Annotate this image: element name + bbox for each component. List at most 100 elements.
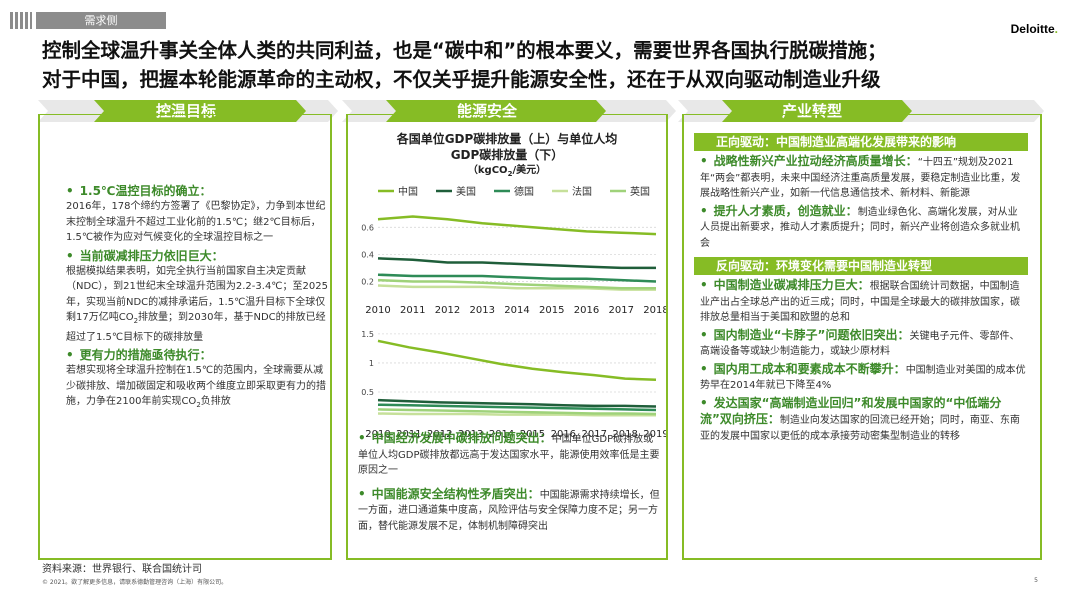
x-tick-label: 2016: [574, 305, 599, 316]
section-title-industry: 产业转型: [781, 102, 842, 120]
bullet-icon: •: [700, 278, 708, 292]
item-head: 提升人才素质，创造就业：: [713, 203, 858, 218]
footer-copyright: © 2021。欲了解更多信息，请联系德勤管理咨询（上海）有限公司。: [42, 579, 228, 586]
bullet-icon: •: [66, 248, 74, 263]
page-number: 5: [1034, 577, 1038, 584]
series-line-英国: [377, 278, 656, 290]
item-text: 中国制造业对美国的成本优势早在2014年就已下降至4%: [700, 364, 1026, 392]
bullet-icon: •: [700, 361, 708, 376]
panel-industry-transformation: 正向驱动：中国制造业高端化发展带来的影响 • 战略性新兴产业拉动经济高质量增长：“…: [682, 114, 1042, 560]
bullet-icon: •: [66, 184, 74, 198]
section-title-energy: 能源安全: [456, 102, 517, 120]
x-tick-label: 2018: [612, 429, 637, 440]
item-head: 更有力的措施亟待执行：: [79, 348, 212, 362]
list-item: • 当前碳减排压力依旧巨大： 根据模拟结果表明，如完全执行当前国家自主决定贡献（N…: [66, 248, 330, 346]
y-tick-label: 0.4: [361, 250, 374, 259]
x-tick-label: 2017: [581, 429, 606, 440]
item-text: 中国单位GDP碳排放或单位人均GDP碳排放都远高于发达国家水平，能源使用效率低是…: [358, 434, 660, 476]
temperature-list: • 1.5℃温控目标的确立： 2016年，178个缔约方签署了《巴黎协定》，力争到…: [66, 183, 330, 414]
y-tick-label: 0.2: [361, 277, 374, 286]
headline-line1: 控制全球温升事关全体人类的共同利益，也是“碳中和”的根本要义，需要世界各国执行脱…: [42, 39, 887, 62]
item-text-a: 若想实现将全球温升控制在1.5℃的范围内，全球需要从减少碳排放、增加碳固定和吸收…: [66, 365, 326, 407]
x-tick-label: 2014: [504, 305, 529, 316]
item-head: 战略性新兴产业拉动经济高质量增长：: [713, 154, 918, 168]
series-line-美国: [377, 398, 657, 408]
bullet-icon: •: [700, 395, 708, 410]
x-tick-label: 2012: [427, 429, 452, 440]
x-tick-label: 2015: [520, 429, 545, 440]
subscript: 2: [133, 317, 139, 325]
bullet-icon: •: [66, 348, 74, 362]
industry-content: 正向驱动：中国制造业高端化发展带来的影响 • 战略性新兴产业拉动经济高质量增长：“…: [694, 133, 1028, 444]
y-tick-label: 1: [369, 359, 374, 368]
logo-text: Deloitte: [1010, 22, 1055, 36]
x-tick-label: 2019: [643, 429, 666, 440]
subheader-positive-drive: 正向驱动：中国制造业高端化发展带来的影响: [694, 133, 1028, 151]
x-tick-label: 2015: [539, 305, 564, 316]
legend-label: 英国: [630, 185, 650, 198]
item-head: 国内制造业“卡脖子”问题依旧突出：: [713, 327, 910, 342]
item-text: 根据联合国统计司数据，中国制造业产出占全球总产出的近三成；同时，中国是全球最大的…: [700, 281, 1020, 323]
unit-a: （kgCO: [467, 165, 508, 176]
emissions-chart: 中国 美国 德国 法国 英国 0.2 0.4 0.6 2010 2011 2012 2013 2014 2…: [361, 185, 666, 440]
x-tick-label: 2010: [365, 305, 390, 316]
legend-label: 法国: [572, 185, 592, 198]
item-text: 制造业向发达国家的回流已经开始；同时，南亚、东南亚的发展中国家以更低的成本承接劳…: [700, 415, 1020, 442]
series-line-美国: [377, 257, 656, 270]
item-text: “十四五”规划及2021年“两会”都表明，未来中国经济注重高质量发展，要稳定制造…: [700, 157, 1021, 199]
item-text: 制造业绿色化、高端化发展，对从业人员提出新要求，推动人才素质提升；同时，新兴产业…: [700, 206, 1020, 249]
headline: 控制全球温升事关全体人类的共同利益，也是“碳中和”的根本要义，需要世界各国执行脱…: [42, 36, 1062, 94]
headline-line2: 对于中国，把握本轮能源革命的主动权，不仅关乎提升能源安全性，还在于从双向驱动制造…: [42, 68, 881, 91]
panel-temperature-goal: • 1.5℃温控目标的确立： 2016年，178个缔约方签署了《巴黎协定》，力争到…: [38, 114, 332, 560]
list-item: • 提升人才素质，创造就业：制造业绿色化、高端化发展，对从业人员提出新要求，推动人…: [700, 204, 1026, 252]
list-item: • 国内制造业“卡脖子”问题依旧突出：关键电子元件、零部件、高端设备等或缺少制造能…: [700, 328, 1026, 360]
series-line-英国: [377, 408, 657, 416]
logo-dot: .: [1054, 22, 1058, 36]
x-tick-label: 2011: [400, 305, 425, 316]
subheader-reverse-drive: 反向驱动：环境变化需要中国制造业转型: [694, 257, 1028, 275]
bullet-icon: •: [358, 486, 366, 501]
list-item: • 中国能源安全结构性矛盾突出：中国能源需求持续增长，但一方面，进口通道集中度高，…: [358, 487, 662, 535]
legend-label: 中国: [398, 185, 418, 198]
series-line-德国: [377, 273, 657, 283]
y-tick-label: 1.5: [361, 330, 374, 339]
deloitte-logo: Deloitte.: [1011, 22, 1058, 36]
chart-title: 各国单位GDP碳排放量（上）与单位人均 GDP碳排放量（下） （kgCO2/美元…: [348, 131, 666, 182]
energy-list: • 中国经济发展中碳排放问题突出：中国单位GDP碳排放或单位人均GDP碳排放都远高…: [358, 431, 662, 534]
x-tick-label: 2018: [643, 305, 666, 316]
item-head: 发达国家“高端制造业回归”和发展中国家的“中低端分流”双向挤压：: [700, 395, 1002, 427]
item-head: 当前碳减排压力依旧巨大：: [79, 248, 224, 263]
list-item: • 战略性新兴产业拉动经济高质量增长：“十四五”规划及2021年“两会”都表明，未…: [700, 154, 1026, 202]
section-header-arrow-2: [342, 100, 676, 122]
unit-b: /美元）: [512, 165, 547, 176]
item-text: 关键电子元件、零部件、高端设备等或缺少制造能力，或缺少原材料: [700, 330, 1020, 358]
item-head: 国内用工成本和要素成本不断攀升：: [713, 361, 906, 376]
x-tick-label: 2010: [365, 429, 390, 440]
legend-label: 德国: [514, 185, 534, 198]
list-item: • 中国经济发展中碳排放问题突出：中国单位GDP碳排放或单位人均GDP碳排放都远高…: [358, 431, 662, 479]
item-head: 中国制造业碳减排压力巨大：: [713, 278, 870, 292]
reverse-list: • 中国制造业碳减排压力巨大：根据联合国统计司数据，中国制造业产出占全球总产出的近…: [694, 275, 1028, 444]
chart-title-line1: 各国单位GDP碳排放量（上）与单位人均: [396, 132, 618, 146]
section-header-arrow-1: [38, 100, 338, 122]
subscript: 2: [196, 401, 201, 409]
item-text-a: 根据模拟结果表明，如完全执行当前国家自主决定贡献（NDC），到21世纪末全球温升…: [66, 265, 328, 324]
x-tick-label: 2012: [435, 305, 460, 316]
item-text: 根据模拟结果表明，如完全执行当前国家自主决定贡献（NDC），到21世纪末全球温升…: [66, 264, 330, 346]
list-item: • 发达国家“高端制造业回归”和发展中国家的“中低端分流”双向挤压：制造业向发达国…: [700, 396, 1026, 445]
section-tag: 需求侧: [10, 12, 166, 29]
item-text-b: 排放量；到2030年，基于NDC的排放已经超过了1.5℃目标下的碳排放量: [66, 312, 326, 343]
section-title-temperature: 控温目标: [155, 102, 216, 120]
x-tick-label: 2013: [458, 429, 483, 440]
bullet-icon: •: [700, 203, 708, 218]
y-tick-label: 0.6: [361, 223, 374, 232]
chart-title-line2: GDP碳排放量（下）: [450, 148, 564, 162]
item-text-b: 负排放: [200, 396, 231, 407]
y-tick-label: 0.5: [361, 388, 374, 397]
item-head: 中国能源安全结构性矛盾突出：: [371, 486, 540, 501]
series-line-法国: [377, 284, 656, 291]
item-text: 中国能源需求持续增长，但一方面，进口通道集中度高，风险评估与安全保障力度不足；另…: [358, 489, 660, 532]
item-text: 2016年，178个缔约方签署了《巴黎协定》，力争到本世纪末控制全球温升不超过工…: [66, 201, 326, 243]
legend-label: 美国: [456, 185, 476, 198]
panel-energy-security: 各国单位GDP碳排放量（上）与单位人均 GDP碳排放量（下） （kgCO2/美元…: [346, 114, 668, 560]
